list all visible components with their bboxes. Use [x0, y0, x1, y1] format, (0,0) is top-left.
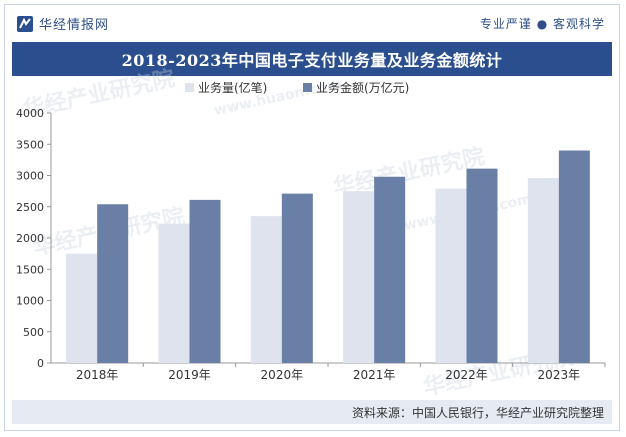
source-bar: 资料来源：中国人民银行，华经产业研究院整理	[12, 400, 612, 424]
y-tick-label: 1000	[16, 295, 44, 308]
source-note: 资料来源：中国人民银行，华经产业研究院整理	[351, 405, 604, 420]
y-tick-label: 4000	[16, 107, 44, 120]
bar-amount	[189, 199, 221, 363]
bar-volume	[158, 223, 190, 363]
y-tick-label: 3500	[16, 138, 44, 151]
bar-amount	[97, 204, 129, 363]
x-tick-label: 2020年	[261, 368, 304, 382]
chart-bars	[66, 150, 590, 363]
y-tick-label: 2500	[16, 201, 44, 214]
legend-swatch	[303, 83, 312, 92]
bar-volume	[435, 188, 467, 363]
bar-amount	[281, 193, 313, 363]
x-tick-label: 2023年	[538, 368, 581, 382]
y-tick-label: 3000	[16, 170, 44, 183]
infographic-frame: 华经情报网 专业严谨 ● 客观科学 2018-2023年中国电子支付业务量及业务…	[4, 4, 620, 431]
bar-chart: 华经产业研究院 华经产业研究院 华经产业研究院 华经产业研究院 www.huao…	[16, 65, 606, 401]
x-tick-label: 2021年	[353, 368, 396, 382]
legend-swatch	[185, 83, 194, 92]
y-tick-label: 500	[23, 326, 44, 339]
bar-volume	[343, 191, 375, 363]
bar-volume	[66, 253, 98, 363]
chart-axes: 0 500 1000 1500 2000 2500 3000 3500 4000 2018年 201…	[16, 107, 606, 382]
legend-label: 业务量(亿笔)	[198, 80, 267, 95]
chart-legend: 业务量(亿笔) 业务金额(万亿元)	[185, 80, 409, 95]
top-bar: 华经情报网 专业严谨 ● 客观科学	[5, 5, 619, 41]
logo-icon	[17, 15, 33, 32]
title-bar: 2018-2023年中国电子支付业务量及业务金额统计	[12, 42, 612, 76]
chart-title: 2018-2023年中国电子支付业务量及业务金额统计	[121, 51, 503, 70]
legend-label: 业务金额(万亿元)	[316, 80, 409, 95]
y-tick-label: 2000	[16, 232, 44, 245]
logo-text: 华经情报网	[39, 18, 110, 33]
x-tick-label: 2022年	[445, 368, 488, 382]
bar-amount	[558, 150, 590, 363]
brand-logo: 华经情报网	[17, 14, 109, 33]
bar-volume	[527, 178, 559, 363]
slogan: 专业严谨 ● 客观科学	[479, 17, 605, 31]
x-tick-label: 2019年	[168, 368, 211, 382]
watermark-text: 华经产业研究院	[21, 65, 177, 122]
y-tick-label: 0	[37, 357, 44, 370]
x-tick-label: 2018年	[76, 368, 119, 382]
bar-amount	[374, 176, 406, 363]
bar-volume	[250, 216, 282, 363]
y-tick-label: 1500	[16, 263, 44, 276]
bar-amount	[466, 168, 498, 363]
